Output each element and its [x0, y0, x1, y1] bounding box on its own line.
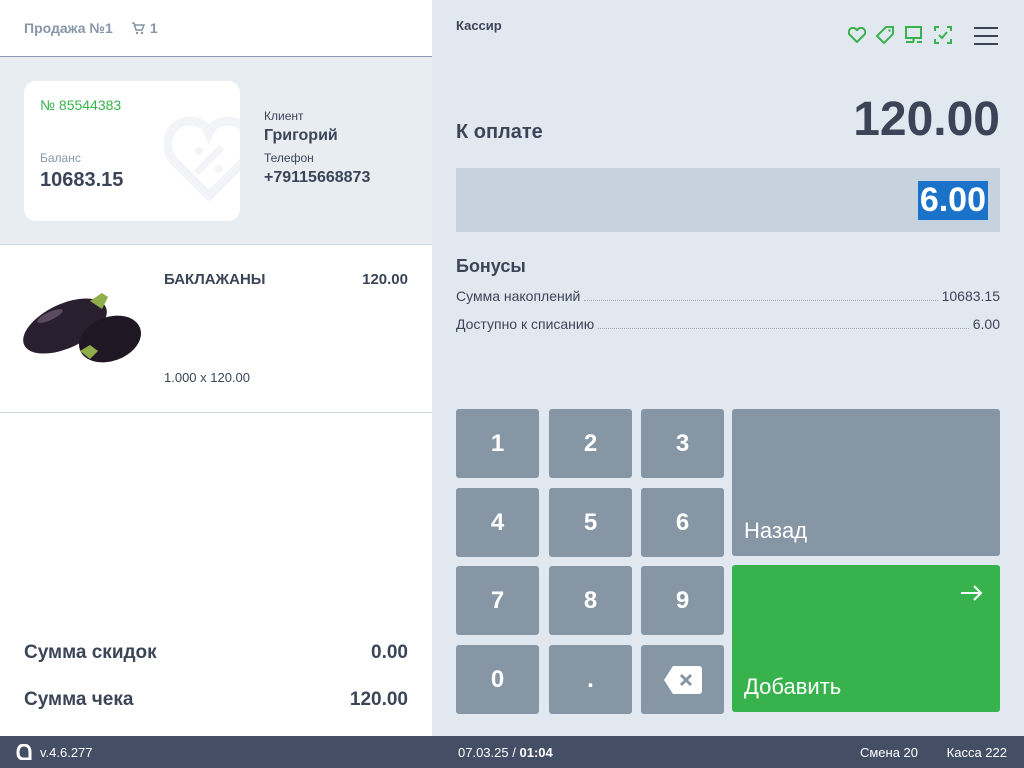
phone-value: +79115668873 — [264, 169, 371, 186]
time: 01:04 — [519, 744, 553, 760]
cart-indicator: 1 — [131, 20, 158, 36]
check-total: Сумма чека 120.00 — [24, 689, 408, 711]
bonus-amount-input[interactable]: 6.00 — [456, 168, 1000, 232]
discount-label: Сумма скидок — [24, 642, 157, 663]
key-2[interactable]: 2 — [549, 409, 632, 478]
key-3[interactable]: 3 — [641, 409, 724, 478]
header-icons — [848, 26, 952, 44]
item-name: БАКЛАЖАНЫ — [164, 271, 266, 288]
arrow-right-icon — [961, 585, 983, 601]
key-1[interactable]: 1 — [456, 409, 539, 478]
client-name: Григорий — [264, 127, 338, 144]
shift: Смена 20 — [859, 744, 918, 760]
datetime: 07.03.25 / 01:04 — [458, 744, 553, 760]
cart-icon — [131, 21, 145, 34]
bonus-row: Сумма накоплений 10683.15 — [456, 288, 1000, 304]
discount-total: Сумма скидок 0.00 — [24, 642, 408, 664]
date: 07.03.25 — [458, 744, 509, 760]
add-label: Добавить — [744, 674, 842, 699]
heart-icon[interactable] — [848, 27, 866, 43]
bonuses-title: Бонусы — [456, 256, 526, 276]
sale-panel: Продажа №1 1 № 85544383 Баланс 10683.15 … — [0, 0, 432, 736]
loyalty-card[interactable]: № 85544383 Баланс 10683.15 — [24, 81, 240, 221]
key-7[interactable]: 7 — [456, 566, 539, 635]
app-version: v.4.6.277 — [40, 744, 93, 760]
bonus-row-value: 10683.15 — [941, 288, 1000, 304]
menu-icon[interactable] — [974, 27, 998, 51]
discount-value: 0.00 — [371, 642, 408, 663]
check-label: Сумма чека — [24, 689, 134, 710]
monitor-icon[interactable] — [904, 26, 924, 44]
key-0[interactable]: 0 — [456, 645, 539, 714]
key-8[interactable]: 8 — [549, 566, 632, 635]
scan-check-icon[interactable] — [934, 26, 952, 44]
key-6[interactable]: 6 — [641, 488, 724, 557]
add-button[interactable]: Добавить — [732, 565, 1000, 712]
client-info: Клиент Григорий Телефон +79115668873 — [264, 109, 370, 193]
sale-title[interactable]: Продажа №1 — [24, 20, 113, 36]
to-pay-label: К оплате — [456, 121, 543, 143]
role-label: Кассир — [456, 18, 502, 33]
key-4[interactable]: 4 — [456, 488, 539, 557]
item-price: 120.00 — [362, 271, 408, 288]
check-value: 120.00 — [349, 689, 408, 710]
customer-block: № 85544383 Баланс 10683.15 Клиент Григор… — [0, 57, 432, 245]
card-number: № 85544383 — [40, 97, 122, 113]
backspace-icon — [663, 665, 702, 694]
register: Касса 222 — [946, 744, 1007, 760]
back-label: Назад — [744, 518, 808, 543]
client-label: Клиент — [264, 109, 304, 123]
app-logo-icon — [16, 744, 32, 760]
bonus-row-label: Доступно к списанию — [456, 316, 595, 332]
key-5[interactable]: 5 — [549, 488, 632, 557]
backspace-button[interactable] — [641, 645, 724, 714]
bonus-amount-value[interactable]: 6.00 — [917, 180, 988, 220]
loyalty-heart-icon — [164, 116, 240, 201]
balance-value: 10683.15 — [40, 169, 124, 191]
back-button[interactable]: Назад — [732, 409, 1000, 556]
sale-header: Продажа №1 1 — [0, 0, 432, 57]
list-item[interactable]: БАКЛАЖАНЫ 120.00 1.000 x 120.00 — [0, 245, 432, 413]
status-bar: v.4.6.277 07.03.25 / 01:04 Смена 20 Касс… — [0, 736, 1024, 768]
bonus-row-value: 6.00 — [972, 316, 1000, 332]
bonus-row-label: Сумма накоплений — [456, 288, 581, 304]
balance-label: Баланс — [40, 151, 81, 165]
phone-label: Телефон — [264, 151, 314, 165]
to-pay-amount: 120.00 — [853, 93, 1000, 146]
tag-icon[interactable] — [876, 26, 894, 44]
item-qty: 1.000 x 120.00 — [164, 370, 251, 385]
key-9[interactable]: 9 — [641, 566, 724, 635]
bonus-row: Доступно к списанию 6.00 — [456, 316, 1000, 332]
cart-count: 1 — [149, 20, 158, 36]
payment-panel: Кассир К оплате 120.00 6.00 Бонусы Сумма… — [432, 0, 1024, 736]
eggplant-image — [23, 293, 141, 363]
key-dot[interactable]: . — [549, 645, 632, 714]
